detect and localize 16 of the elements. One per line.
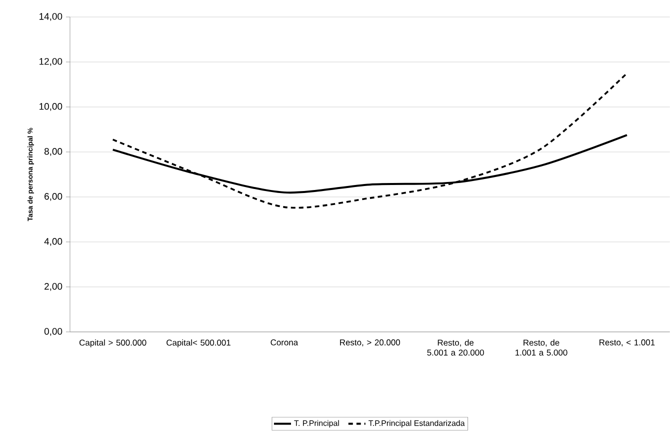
y-tick-label: 4,00 (44, 238, 62, 246)
y-tick-label: 8,00 (44, 148, 62, 156)
y-tick-label: 14,00 (40, 13, 62, 22)
x-tick-label: Capital< 500.001 (166, 340, 230, 348)
y-tick-label: 12,00 (40, 58, 62, 66)
y-tick-label: 0,00 (44, 328, 62, 336)
line-series (112, 72, 628, 209)
x-tick-label: Resto, > 20.000 (340, 340, 400, 347)
y-tick-label: 6,00 (44, 193, 62, 202)
y-tick-label: 2,00 (44, 283, 62, 292)
x-tick-label: Resto, de 1.001 a 5.000 (516, 340, 568, 356)
x-tick-label: Resto, < 1.001 (600, 340, 655, 347)
x-tick-label: Corona (270, 340, 298, 346)
x-tick-label: Resto, de 5.001 a 20.000 (427, 340, 484, 356)
y-tick-label: 10,00 (40, 103, 62, 112)
x-tick-label: Capital > 500.000 (79, 340, 146, 348)
